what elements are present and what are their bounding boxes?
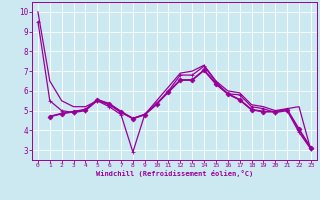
X-axis label: Windchill (Refroidissement éolien,°C): Windchill (Refroidissement éolien,°C) [96, 170, 253, 177]
